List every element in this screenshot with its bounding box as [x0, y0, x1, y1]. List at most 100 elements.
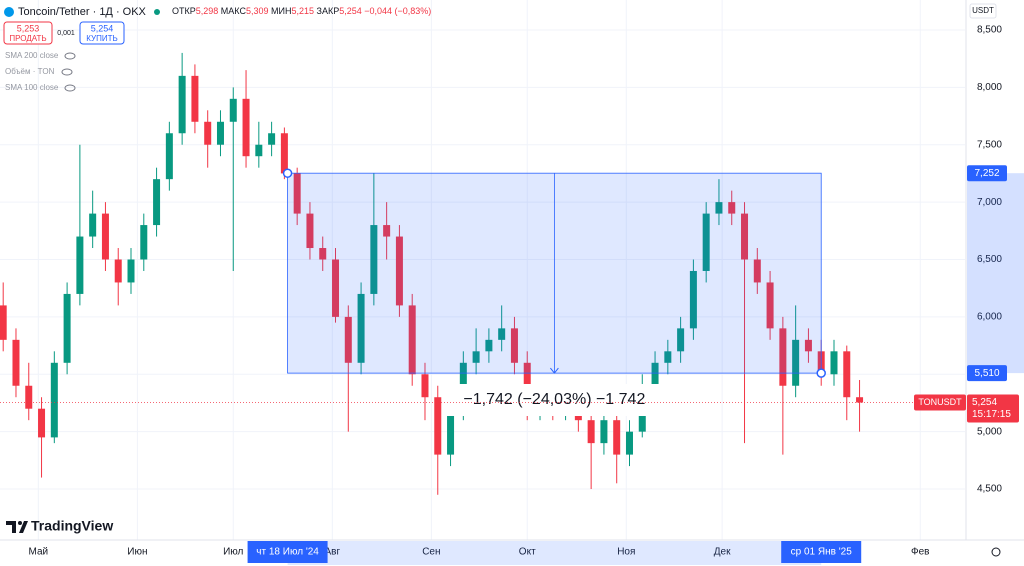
logo-dot [18, 521, 22, 525]
candle-body [0, 305, 7, 340]
candle-body [677, 328, 685, 352]
spread: 0,001 [57, 30, 75, 37]
sell-price[interactable]: 5,253 [17, 23, 40, 33]
measure-handle [816, 368, 826, 378]
time-badge [247, 541, 328, 563]
measure-handle [282, 168, 293, 178]
candle-body [613, 420, 621, 455]
ohlc-label: МИН [271, 6, 291, 16]
x-tick-label: Июн [127, 547, 147, 558]
sell-box[interactable] [3, 21, 53, 45]
x-tick-label: Сен [422, 547, 440, 558]
candle-body [127, 259, 135, 283]
candle-body [856, 397, 864, 403]
price-badge-label: 7,252 [974, 168, 999, 179]
y-tick-label: 7,000 [977, 197, 1002, 208]
buy-box[interactable] [79, 21, 125, 45]
candle-body [689, 270, 697, 329]
y-tick-label: 4,500 [977, 484, 1002, 495]
eye-icon [64, 84, 76, 92]
candle-body [664, 351, 672, 363]
candle-body [114, 259, 122, 283]
time-badge-label: ср 01 Янв '25 [791, 547, 853, 558]
logo-mark [6, 521, 28, 533]
candle-body [434, 397, 442, 455]
candle-body [293, 173, 301, 214]
ohlc-value: 5,309 [246, 6, 269, 16]
ohlc-value: 5,254 [339, 6, 362, 16]
y-tick-label: 6,500 [977, 254, 1002, 265]
candle-body [625, 431, 633, 455]
symbol-label: TONUSDT [918, 397, 962, 407]
candle-body [792, 339, 800, 386]
time-badge [781, 541, 862, 563]
eye-icon [61, 68, 73, 76]
y-tick-label: 6,000 [977, 312, 1002, 323]
ohlc-label: МАКС [221, 6, 247, 16]
candle-body [766, 282, 774, 329]
last-price-label: 5,254 [972, 397, 997, 408]
candle-body [357, 293, 365, 363]
candle-body [63, 293, 71, 363]
candle-body [702, 213, 710, 271]
status-dot [154, 9, 160, 15]
candle-body [319, 248, 327, 260]
price-range-band [967, 173, 1024, 374]
candle-body [485, 339, 493, 352]
candle-body [587, 420, 595, 444]
sell-button[interactable]: 5,253 ПРОДАТЬ [3, 21, 53, 45]
candle-body [383, 225, 391, 237]
measure-label-box [444, 384, 665, 416]
candle-body [447, 408, 455, 455]
candle-body [395, 236, 403, 306]
price-badge-label: 5,510 [974, 368, 999, 379]
ohlc-change: −0,044 (−0,83%) [364, 6, 431, 16]
settings-icon[interactable] [991, 547, 1001, 557]
candle-body [472, 351, 480, 363]
candle-body [242, 98, 250, 157]
indicator-label: Объём · TON [5, 67, 55, 76]
candle-body [153, 179, 161, 226]
candle-body [498, 328, 506, 340]
candle-body [12, 339, 20, 386]
candle-body [165, 133, 173, 180]
buy-label[interactable]: КУПИТЬ [86, 34, 117, 43]
candle-body [753, 259, 761, 283]
time-badge-label: чт 18 Июл '24 [256, 547, 319, 558]
ohlc-value: 5,298 [196, 6, 219, 16]
candle-body [191, 75, 199, 122]
candle-body [421, 374, 429, 398]
indicator-label: SMA 200 close [5, 51, 59, 60]
y-tick-label: 8,000 [977, 82, 1002, 93]
candle-body [370, 225, 378, 294]
candle-body [408, 305, 416, 375]
candle-body [306, 213, 314, 249]
candle-body [332, 259, 340, 317]
ohlc: ОТКР5,298 МАКС5,309 МИН5,215 ЗАКР5,254 −… [172, 6, 431, 16]
candle-body [830, 351, 838, 375]
currency-box[interactable] [969, 3, 997, 19]
time-range-band [287, 541, 822, 565]
candle-body [510, 328, 518, 363]
currency[interactable]: USDT [972, 6, 994, 15]
candle-body [38, 408, 46, 438]
candle-body [76, 236, 84, 294]
candle-body [728, 202, 736, 214]
y-tick-label: 8,500 [977, 25, 1002, 36]
brand-logo: TradingView [6, 518, 113, 534]
x-tick-label: Авг [324, 547, 340, 558]
buy-price[interactable]: 5,254 [91, 23, 114, 33]
coin-icon [4, 7, 14, 17]
candle-body [843, 351, 851, 398]
countdown: 15:17:15 [972, 409, 1011, 420]
candle-body [280, 133, 288, 174]
sell-label[interactable]: ПРОДАТЬ [9, 34, 46, 43]
candle-body [25, 385, 33, 409]
measure-label: −1,742 (−24,03%) −1 742 [463, 391, 645, 408]
x-tick-label: Фев [911, 547, 929, 558]
price-badge [967, 165, 1007, 182]
buy-button[interactable]: 5,254 КУПИТЬ [79, 21, 125, 45]
candle-body [268, 133, 276, 145]
